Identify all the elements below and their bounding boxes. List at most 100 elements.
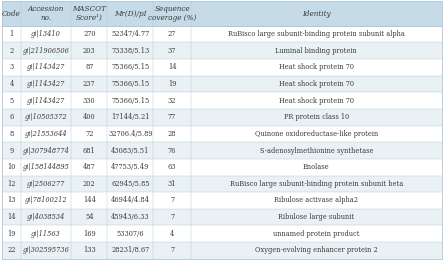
Bar [2, 192, 442, 209]
Text: Accession
no.: Accession no. [28, 5, 64, 22]
Text: Oxygen-evolving enhancer protein 2: Oxygen-evolving enhancer protein 2 [255, 246, 378, 254]
Bar [2, 109, 442, 126]
Text: 237: 237 [83, 80, 95, 88]
Bar [2, 209, 442, 225]
Text: 32706.4/5.89: 32706.4/5.89 [108, 130, 153, 138]
Text: Quinone oxidoreductase-like protein: Quinone oxidoreductase-like protein [255, 130, 378, 138]
Text: 681: 681 [83, 147, 95, 154]
Text: 75366/5.15: 75366/5.15 [111, 80, 150, 88]
Text: 144: 144 [83, 197, 96, 204]
Text: 87: 87 [85, 63, 93, 71]
Text: gi|211906506: gi|211906506 [23, 47, 69, 55]
Text: gi|1143427: gi|1143427 [27, 80, 65, 88]
Text: Ribulose activase alpha2: Ribulose activase alpha2 [274, 197, 358, 204]
Text: gi|4038534: gi|4038534 [27, 213, 65, 221]
Text: 54: 54 [85, 213, 94, 221]
Text: 13: 13 [7, 197, 16, 204]
Text: 32: 32 [168, 97, 176, 105]
Text: 5: 5 [9, 97, 14, 105]
Text: gi|11563: gi|11563 [31, 230, 61, 238]
Text: MASCOT
Score¹): MASCOT Score¹) [72, 5, 106, 22]
Text: unnamed protein product: unnamed protein product [273, 230, 360, 238]
Text: 7: 7 [170, 213, 174, 221]
Text: gi|307948774: gi|307948774 [23, 147, 69, 154]
Text: 28: 28 [168, 130, 176, 138]
Text: 46944/4.84: 46944/4.84 [111, 197, 150, 204]
Text: Luminal binding protein: Luminal binding protein [275, 47, 357, 55]
Text: 487: 487 [83, 163, 95, 171]
Bar [2, 26, 442, 42]
Text: 133: 133 [83, 246, 95, 254]
Text: 6: 6 [9, 113, 14, 121]
Text: gi|158144895: gi|158144895 [23, 163, 69, 171]
Text: Heat shock protein 70: Heat shock protein 70 [279, 97, 354, 105]
Bar [2, 159, 442, 176]
Bar [2, 76, 442, 92]
Text: 45943/6.33: 45943/6.33 [111, 213, 150, 221]
Text: 14: 14 [168, 63, 176, 71]
Text: 76: 76 [168, 147, 176, 154]
Text: 62945/5.85: 62945/5.85 [111, 180, 150, 188]
Text: 63: 63 [168, 163, 176, 171]
Text: gi|1143427: gi|1143427 [27, 97, 65, 105]
Bar [2, 42, 442, 59]
Text: gi|13410: gi|13410 [31, 30, 61, 38]
Bar [2, 225, 442, 242]
Text: 270: 270 [83, 30, 95, 38]
Text: gi|2506277: gi|2506277 [27, 180, 65, 188]
Text: Ribulose large subunit: Ribulose large subunit [278, 213, 354, 221]
Text: Heat shock protein 70: Heat shock protein 70 [279, 80, 354, 88]
Text: 73338/5.13: 73338/5.13 [111, 47, 150, 55]
Text: 28231/8.67: 28231/8.67 [111, 246, 150, 254]
Text: 9: 9 [9, 147, 14, 154]
Text: Identity: Identity [302, 10, 331, 17]
Bar [2, 59, 442, 76]
Text: 17144/5.21: 17144/5.21 [111, 113, 150, 121]
Text: 47753/5.49: 47753/5.49 [111, 163, 150, 171]
Bar [2, 142, 442, 159]
Text: 2: 2 [9, 47, 14, 55]
Text: gi|302595736: gi|302595736 [23, 246, 69, 254]
Text: Heat shock protein 70: Heat shock protein 70 [279, 63, 354, 71]
Text: 75366/5.15: 75366/5.15 [111, 97, 150, 105]
Text: gi|1143427: gi|1143427 [27, 63, 65, 71]
Bar [2, 1, 442, 26]
Text: 12: 12 [7, 180, 16, 188]
Text: 37: 37 [168, 47, 176, 55]
Text: 4: 4 [9, 80, 14, 88]
Text: 203: 203 [83, 47, 95, 55]
Text: S-adenosylmethionine synthetase: S-adenosylmethionine synthetase [260, 147, 373, 154]
Bar [2, 92, 442, 109]
Text: 10: 10 [7, 163, 16, 171]
Text: Enolase: Enolase [303, 163, 329, 171]
Text: 202: 202 [83, 180, 95, 188]
Text: 1: 1 [9, 30, 14, 38]
Text: 19: 19 [7, 230, 16, 238]
Bar [2, 242, 442, 259]
Text: 53307/6: 53307/6 [117, 230, 144, 238]
Text: 52347/4.77: 52347/4.77 [111, 30, 150, 38]
Text: 77: 77 [168, 113, 176, 121]
Text: 22: 22 [7, 246, 16, 254]
Text: gi|21553644: gi|21553644 [25, 130, 67, 138]
Bar [2, 176, 442, 192]
Text: 400: 400 [83, 113, 95, 121]
Bar [2, 126, 442, 142]
Text: 75366/5.15: 75366/5.15 [111, 63, 150, 71]
Text: 19: 19 [168, 80, 176, 88]
Text: 169: 169 [83, 230, 95, 238]
Text: 43083/5.51: 43083/5.51 [111, 147, 150, 154]
Text: Sequence
coverage (%): Sequence coverage (%) [148, 5, 196, 22]
Text: 7: 7 [170, 197, 174, 204]
Text: 3: 3 [9, 63, 14, 71]
Text: 27: 27 [168, 30, 176, 38]
Text: Mr(D)/pI: Mr(D)/pI [114, 10, 147, 17]
Text: gi|10505372: gi|10505372 [25, 113, 67, 121]
Text: RuBisco large subunit-binding protein subunit beta: RuBisco large subunit-binding protein su… [230, 180, 403, 188]
Text: 7: 7 [170, 246, 174, 254]
Text: 72: 72 [85, 130, 93, 138]
Text: 31: 31 [168, 180, 176, 188]
Text: Code: Code [2, 10, 21, 17]
Text: RuBisco large subunit-binding protein subunit alpha: RuBisco large subunit-binding protein su… [228, 30, 405, 38]
Text: 14: 14 [7, 213, 16, 221]
